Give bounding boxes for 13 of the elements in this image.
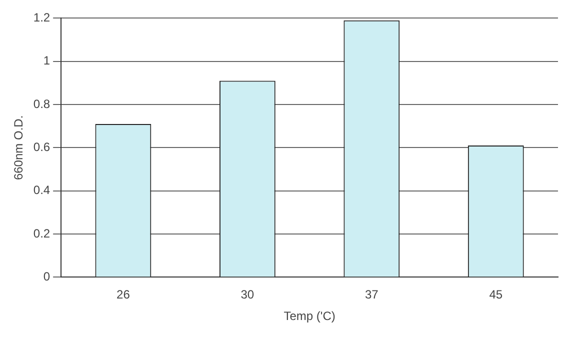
x-tick-label: 37 — [364, 288, 379, 302]
y-tick-label: 1 — [43, 54, 50, 68]
x-tick-label: 45 — [489, 288, 503, 302]
x-axis-title: Temp ('C) — [284, 309, 336, 324]
y-tick-label: 1.2 — [33, 10, 50, 25]
y-tick-label: 0.4 — [33, 183, 50, 198]
y-tick-label: 0.2 — [33, 226, 50, 240]
y-tick-label: 0.6 — [33, 140, 50, 154]
y-tick-label: 0 — [43, 270, 50, 284]
y-axis-title: 660nm O.D. — [12, 115, 26, 180]
x-tick-label: 30 — [240, 288, 254, 302]
y-tick-label: 0.8 — [33, 96, 50, 111]
x-tick-label: 26 — [116, 288, 130, 302]
